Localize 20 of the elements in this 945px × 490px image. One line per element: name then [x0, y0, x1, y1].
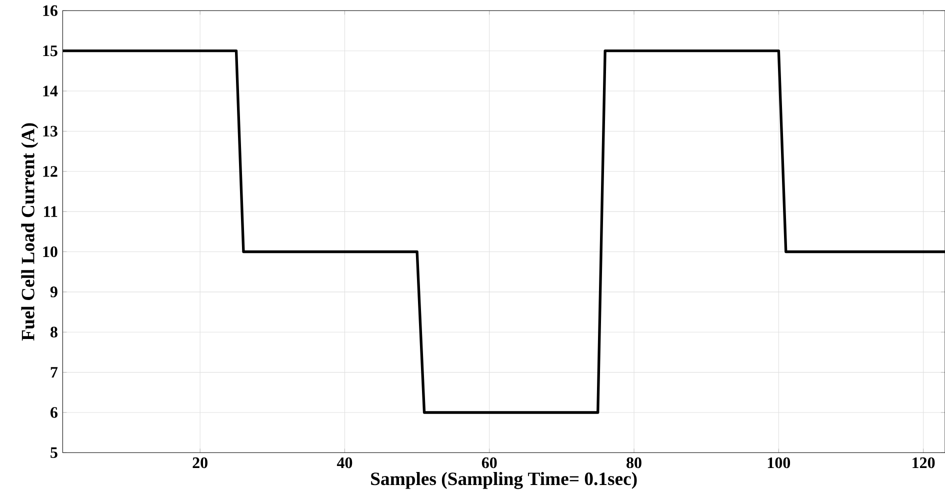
x-tick-label: 40: [336, 457, 352, 468]
y-tick-label: 13: [43, 126, 58, 137]
y-tick-label: 11: [44, 206, 58, 217]
y-tick-label: 10: [43, 246, 58, 258]
x-tick-label: 80: [626, 457, 642, 468]
x-tick-label: 100: [768, 457, 790, 468]
x-tick-label: 120: [912, 457, 935, 468]
y-tick-label: 16: [43, 5, 58, 16]
y-tick-label: 7: [50, 367, 58, 378]
y-tick-label: 8: [50, 326, 58, 338]
y-tick-label: 9: [50, 286, 58, 298]
y-tick-label: 6: [50, 407, 58, 418]
y-tick-label: 15: [43, 45, 58, 56]
y-axis-title: Fuel Cell Load Current (A): [21, 123, 38, 341]
x-axis-title: Samples (Sampling Time= 0.1sec): [371, 472, 637, 490]
x-tick-label: 20: [192, 457, 208, 468]
y-tick-label: 12: [43, 166, 58, 177]
x-tick-label: 60: [482, 457, 497, 468]
y-tick-label: 14: [43, 86, 58, 96]
y-tick-label: 5: [50, 447, 58, 458]
